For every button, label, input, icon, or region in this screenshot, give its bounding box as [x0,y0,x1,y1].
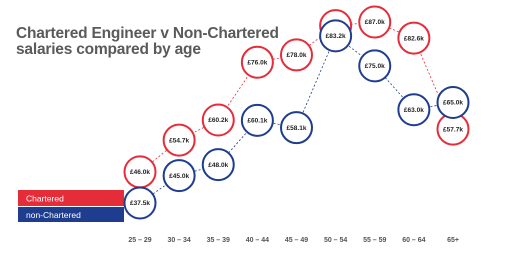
chart-title: Chartered Engineer v Non-Chartered salar… [16,25,279,58]
data-point [397,93,431,127]
data-label: £57.7k [443,126,463,133]
data-label: £60.1k [247,118,267,125]
x-tick-label: 30 – 34 [167,237,190,244]
data-label: £37.5k [130,200,150,207]
data-label: £83.2k [326,33,346,40]
data-point [162,159,196,193]
data-point [240,103,274,137]
data-label: £63.0k [404,107,424,114]
data-point [280,111,313,145]
legend-label: Chartered [26,193,64,203]
data-label: £78.0k [287,52,307,59]
data-point [358,49,392,83]
data-label: £76.0k [247,59,267,66]
data-point [397,21,431,55]
x-tick-label: 55 – 59 [363,237,386,244]
data-point [162,123,196,157]
x-tick-label: 65+ [447,237,459,244]
data-point [201,103,235,137]
data-label: £87.0k [365,19,385,26]
x-tick-label: 60 – 64 [402,237,425,244]
data-label: £82.6k [404,35,424,42]
data-label: £60.2k [208,117,228,124]
data-point [280,38,313,72]
data-label: £45.0k [169,173,189,180]
legend-swatch [18,190,124,206]
x-tick-label: 25 – 29 [128,237,151,244]
x-tick-label: 50 – 54 [324,237,347,244]
data-point [240,45,274,79]
x-tick-label: 35 – 39 [207,237,230,244]
x-tick-label: 45 – 49 [285,237,308,244]
data-point [319,19,353,53]
legend-swatch [18,207,124,222]
data-point [201,148,235,182]
data-point [123,186,157,220]
x-tick-label: 40 – 44 [246,237,269,244]
data-point [358,5,392,39]
legend-label: non-Chartered [26,210,81,220]
data-label: £58.1k [287,125,307,132]
data-label: £46.0k [130,169,150,176]
data-label: £65.0k [443,100,463,107]
data-label: £75.0k [365,63,385,70]
data-point [436,85,470,119]
data-label: £54.7k [169,137,189,144]
data-label: £48.0k [208,162,228,169]
